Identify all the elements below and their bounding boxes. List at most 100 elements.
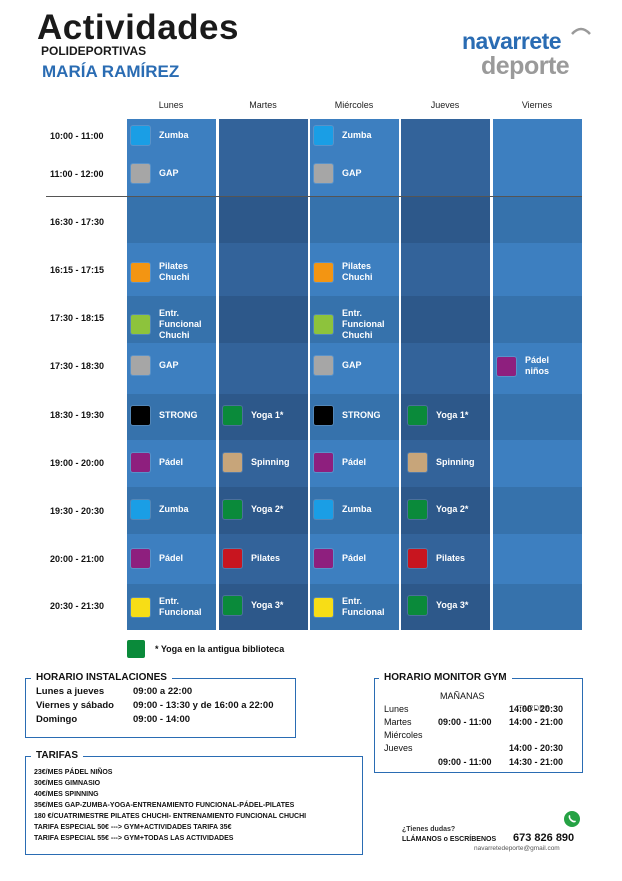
time-label: 20:00 - 21:00 — [50, 554, 105, 564]
day-header-miercoles: Miércoles — [334, 100, 374, 110]
day-header-martes: Martes — [249, 100, 277, 110]
yoga-color-swatch — [408, 596, 427, 615]
tarifa-line: 40€/MES SPINNING — [34, 791, 99, 798]
time-band — [493, 440, 582, 487]
day-header-jueves: Jueves — [430, 100, 460, 110]
contact-phone[interactable]: 673 826 890 — [513, 832, 575, 844]
gym-time: 14:00 - 20:30 — [509, 704, 564, 714]
time-band — [219, 296, 308, 343]
logo-arc-icon — [571, 27, 591, 35]
yoga-legend: * Yoga en la antigua biblioteca — [127, 640, 284, 658]
activity-label: Entr. Funcional Chuchi — [159, 308, 202, 340]
page-subtitle: POLIDEPORTIVAS — [41, 44, 147, 58]
activity-jueves-yoga2: Yoga 2* — [408, 500, 468, 519]
contact-email[interactable]: navarretedeporte@gmail.com — [474, 845, 560, 852]
instructor-name: MARÍA RAMÍREZ — [42, 62, 180, 81]
contact-question: ¿Tienes dudas? — [402, 826, 456, 833]
spinning-color-swatch — [223, 453, 242, 472]
activity-label: STRONG — [342, 410, 381, 420]
time-band — [493, 296, 582, 343]
activity-miercoles-entr-funcional-chuchi: Entr. Funcional Chuchi — [314, 308, 385, 341]
activity-lunes-entr-funcional-chuchi: Entr. Funcional Chuchi — [131, 308, 202, 341]
activity-label: Pilates Chuchi — [159, 261, 190, 282]
gym-time: 09:00 - 11:00 — [438, 717, 492, 727]
activity-label: GAP — [159, 360, 179, 370]
time-band — [310, 196, 399, 243]
gym-tardes-header: TARDES — [518, 704, 550, 713]
gap-color-swatch — [131, 356, 150, 375]
pilates-chuchi-color-swatch — [314, 262, 333, 282]
time-band — [493, 394, 582, 440]
activity-miercoles-padel: Pádel — [314, 549, 366, 568]
activity-lunes-zumba: Zumba — [131, 500, 189, 519]
logo-text-top: navarrete — [462, 28, 562, 54]
padel-color-swatch — [131, 549, 150, 568]
activity-martes-pilates: Pilates — [223, 549, 280, 568]
padel-color-swatch — [131, 453, 150, 472]
yoga-color-swatch — [127, 640, 145, 658]
activity-label: Pilates — [436, 553, 466, 563]
strong-color-swatch — [314, 406, 333, 425]
activity-label: Pádel — [342, 457, 367, 467]
instalaciones-label: Viernes y sábado — [36, 700, 114, 711]
time-band — [219, 119, 308, 196]
time-label: 18:30 - 19:30 — [50, 410, 105, 420]
tarifa-line: TARIFA ESPECIAL 55€ ---> GYM+TODAS LAS A… — [34, 835, 234, 842]
padel-color-swatch — [497, 356, 516, 376]
padel-color-swatch — [314, 549, 333, 568]
tarifa-line: 23€/MES PÁDEL NIÑOS — [34, 769, 113, 776]
time-band — [493, 196, 582, 243]
activity-lunes-entr-funcional: Entr. Funcional — [131, 596, 202, 618]
activity-miercoles-strong: STRONG — [314, 406, 381, 425]
activity-lunes-gap: GAP — [131, 356, 179, 375]
yoga-color-swatch — [408, 406, 427, 425]
entr-funcional-color-swatch — [131, 597, 150, 617]
time-label: 17:30 - 18:15 — [50, 313, 105, 323]
tarifas-title: TARIFAS — [31, 750, 84, 761]
activity-lunes-padel: Pádel — [131, 453, 183, 472]
pilates-color-swatch — [223, 549, 242, 568]
activity-label: Pádel niños — [525, 355, 550, 376]
zumba-color-swatch — [131, 126, 150, 145]
gap-color-swatch — [314, 356, 333, 375]
activity-martes-yoga1: Yoga 1* — [223, 406, 283, 425]
activity-label: GAP — [342, 360, 362, 370]
time-label: 20:30 - 21:30 — [50, 601, 105, 611]
activity-miercoles-zumba: Zumba — [314, 500, 372, 519]
yoga-color-swatch — [223, 500, 242, 519]
gym-day-martes: Martes — [384, 717, 412, 727]
yoga-color-swatch — [408, 500, 427, 519]
time-band — [127, 196, 216, 243]
activity-martes-yoga2: Yoga 2* — [223, 500, 283, 519]
time-band — [493, 534, 582, 584]
activity-miercoles-gap: GAP — [314, 164, 362, 183]
yoga-color-swatch — [223, 596, 242, 615]
activity-miercoles-zumba: Zumba — [314, 126, 372, 145]
contact-call-text: LLÁMANOS o ESCRÍBENOS — [402, 836, 497, 843]
time-label: 17:30 - 18:30 — [50, 361, 105, 371]
activity-label: Zumba — [342, 130, 372, 140]
time-band — [219, 196, 308, 243]
gap-color-swatch — [131, 164, 150, 183]
strong-color-swatch — [131, 406, 150, 425]
activity-label: Pádel — [159, 457, 184, 467]
tarifas-box — [25, 756, 363, 855]
activity-label: Yoga 2* — [251, 504, 284, 514]
activity-jueves-pilates: Pilates — [408, 549, 465, 568]
activity-label: Yoga 3* — [251, 600, 284, 610]
tarifa-line: 180 €/CUATRIMESTRE PILATES CHUCHI- ENTRE… — [34, 813, 307, 820]
instalaciones-label: Lunes a jueves — [36, 686, 105, 697]
activity-label: Entr. Funcional — [159, 596, 202, 617]
time-label: 16:15 - 17:15 — [50, 265, 105, 275]
activity-lunes-zumba: Zumba — [131, 126, 189, 145]
logo-text-bottom: deporte — [481, 52, 570, 80]
zumba-color-swatch — [131, 500, 150, 519]
time-band — [219, 243, 308, 296]
yoga-color-swatch — [223, 406, 242, 425]
activity-miercoles-pilates-chuchi: Pilates Chuchi — [314, 261, 373, 283]
tarifa-line: 35€/MES GAP-ZUMBA-YOGA-ENTRENAMIENTO FUN… — [34, 802, 295, 809]
horario-instalaciones-title: HORARIO INSTALACIONES — [31, 672, 172, 683]
day-header-lunes: Lunes — [158, 100, 184, 110]
whatsapp-icon[interactable] — [564, 811, 580, 827]
activity-label: Yoga 2* — [436, 504, 469, 514]
